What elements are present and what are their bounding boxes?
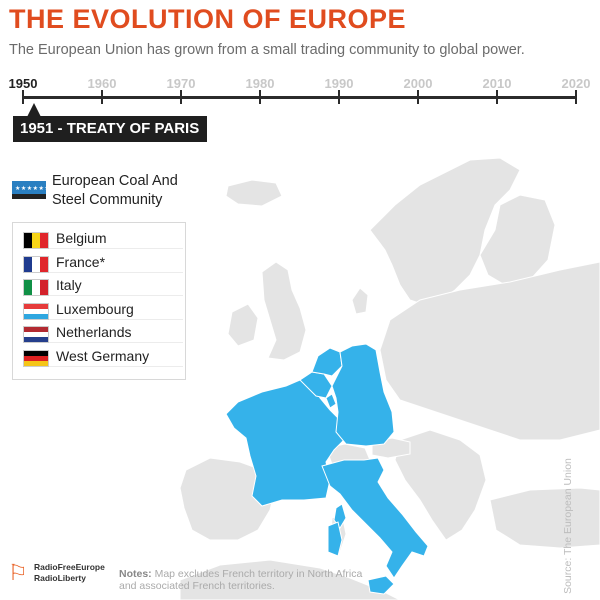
ecsc-stars: ★★★★★★ bbox=[15, 186, 51, 192]
legend-group-label: European Coal And Steel Community bbox=[52, 172, 178, 210]
timeline-tick bbox=[338, 90, 340, 104]
legend-item-label: West Germany bbox=[56, 347, 150, 364]
timeline-label-1960[interactable]: 1960 bbox=[87, 76, 117, 91]
logo-text: RadioFreeEurope RadioLiberty bbox=[34, 562, 105, 584]
timeline-tick bbox=[22, 90, 24, 104]
land-scandinavia bbox=[369, 157, 521, 306]
legend-item-netherlands: Netherlands bbox=[23, 322, 183, 343]
legend-box: Belgium France* Italy Luxembourg Netherlands… bbox=[12, 222, 186, 380]
flag-icon bbox=[23, 349, 49, 367]
background-land bbox=[179, 157, 600, 600]
flag-icon bbox=[23, 255, 49, 273]
region-sardinia[interactable] bbox=[327, 521, 343, 557]
flag-icon bbox=[23, 279, 49, 296]
timeline: 1950 1960 1970 1980 1990 2000 2010 2020 bbox=[0, 72, 600, 132]
timeline-label-1970[interactable]: 1970 bbox=[166, 76, 196, 91]
land-east bbox=[379, 261, 600, 441]
region-italy[interactable] bbox=[321, 457, 429, 579]
region-west-germany[interactable] bbox=[331, 343, 395, 447]
rfe-logo-icon: ⚐ bbox=[8, 560, 28, 585]
legend-item-label: Italy bbox=[56, 277, 82, 293]
legend-item-label: Belgium bbox=[56, 230, 107, 246]
region-netherlands[interactable] bbox=[311, 347, 343, 377]
land-ireland bbox=[227, 303, 259, 347]
region-sicily[interactable] bbox=[367, 575, 395, 595]
region-luxembourg[interactable] bbox=[325, 393, 337, 409]
legend-item-label: Netherlands bbox=[56, 324, 132, 340]
land-anatolia bbox=[489, 487, 600, 549]
timeline-tick bbox=[575, 90, 577, 104]
rfe-logo: ⚐ RadioFreeEurope RadioLiberty bbox=[8, 556, 108, 594]
legend-group-line: European Coal And bbox=[52, 173, 178, 189]
flag-icon bbox=[23, 326, 49, 343]
legend-item-label: France* bbox=[56, 253, 106, 270]
ecsc-flag-icon: ★★★★★★ bbox=[12, 181, 50, 199]
notes-label: Notes: bbox=[119, 568, 152, 580]
legend-item-west-germany: West Germany bbox=[23, 346, 183, 367]
timeline-tick bbox=[417, 90, 419, 104]
ecsc-members bbox=[225, 343, 429, 595]
timeline-axis bbox=[22, 96, 577, 99]
land-iceland bbox=[225, 179, 283, 207]
timeline-tick bbox=[180, 90, 182, 104]
timeline-label-1950[interactable]: 1950 bbox=[8, 76, 38, 91]
land-north-africa bbox=[179, 559, 401, 600]
timeline-label-1990[interactable]: 1990 bbox=[324, 76, 354, 91]
timeline-label-2020[interactable]: 2020 bbox=[561, 76, 591, 91]
notes-line: and associated French territories. bbox=[119, 580, 275, 592]
timeline-label-2010[interactable]: 2010 bbox=[482, 76, 512, 91]
legend-item-italy: Italy bbox=[23, 275, 183, 296]
event-label: 1951 - TREATY OF PARIS bbox=[13, 116, 208, 142]
flag-icon bbox=[23, 302, 49, 320]
logo-line: RadioFreeEurope bbox=[34, 562, 105, 572]
land-denmark bbox=[351, 287, 369, 315]
page-title: THE EVOLUTION OF EUROPE bbox=[9, 4, 407, 34]
land-great-britain bbox=[261, 261, 307, 361]
legend-item-luxembourg: Luxembourg bbox=[23, 299, 183, 320]
timeline-tick bbox=[496, 90, 498, 104]
legend-item-france: France* bbox=[23, 252, 183, 273]
legend-item-label: Luxembourg bbox=[56, 300, 134, 317]
notes: Notes: Map excludes French territory in … bbox=[119, 568, 362, 592]
timeline-label-1980[interactable]: 1980 bbox=[245, 76, 275, 91]
land-iberia bbox=[179, 457, 277, 541]
land-balkans bbox=[394, 429, 487, 541]
source-credit: Source: The European Union bbox=[562, 458, 575, 594]
timeline-tick bbox=[101, 90, 103, 104]
logo-line: RadioLiberty bbox=[34, 573, 86, 583]
timeline-label-2000[interactable]: 2000 bbox=[403, 76, 433, 91]
timeline-tick bbox=[259, 90, 261, 104]
flag-icon bbox=[23, 232, 49, 249]
land-finland bbox=[479, 194, 556, 286]
page-subtitle: The European Union has grown from a smal… bbox=[9, 42, 525, 58]
notes-line: Map excludes French territory in North A… bbox=[154, 568, 363, 580]
legend-item-belgium: Belgium bbox=[23, 228, 183, 249]
europe-map bbox=[179, 157, 600, 600]
legend-group-line: Steel Community bbox=[52, 192, 163, 208]
